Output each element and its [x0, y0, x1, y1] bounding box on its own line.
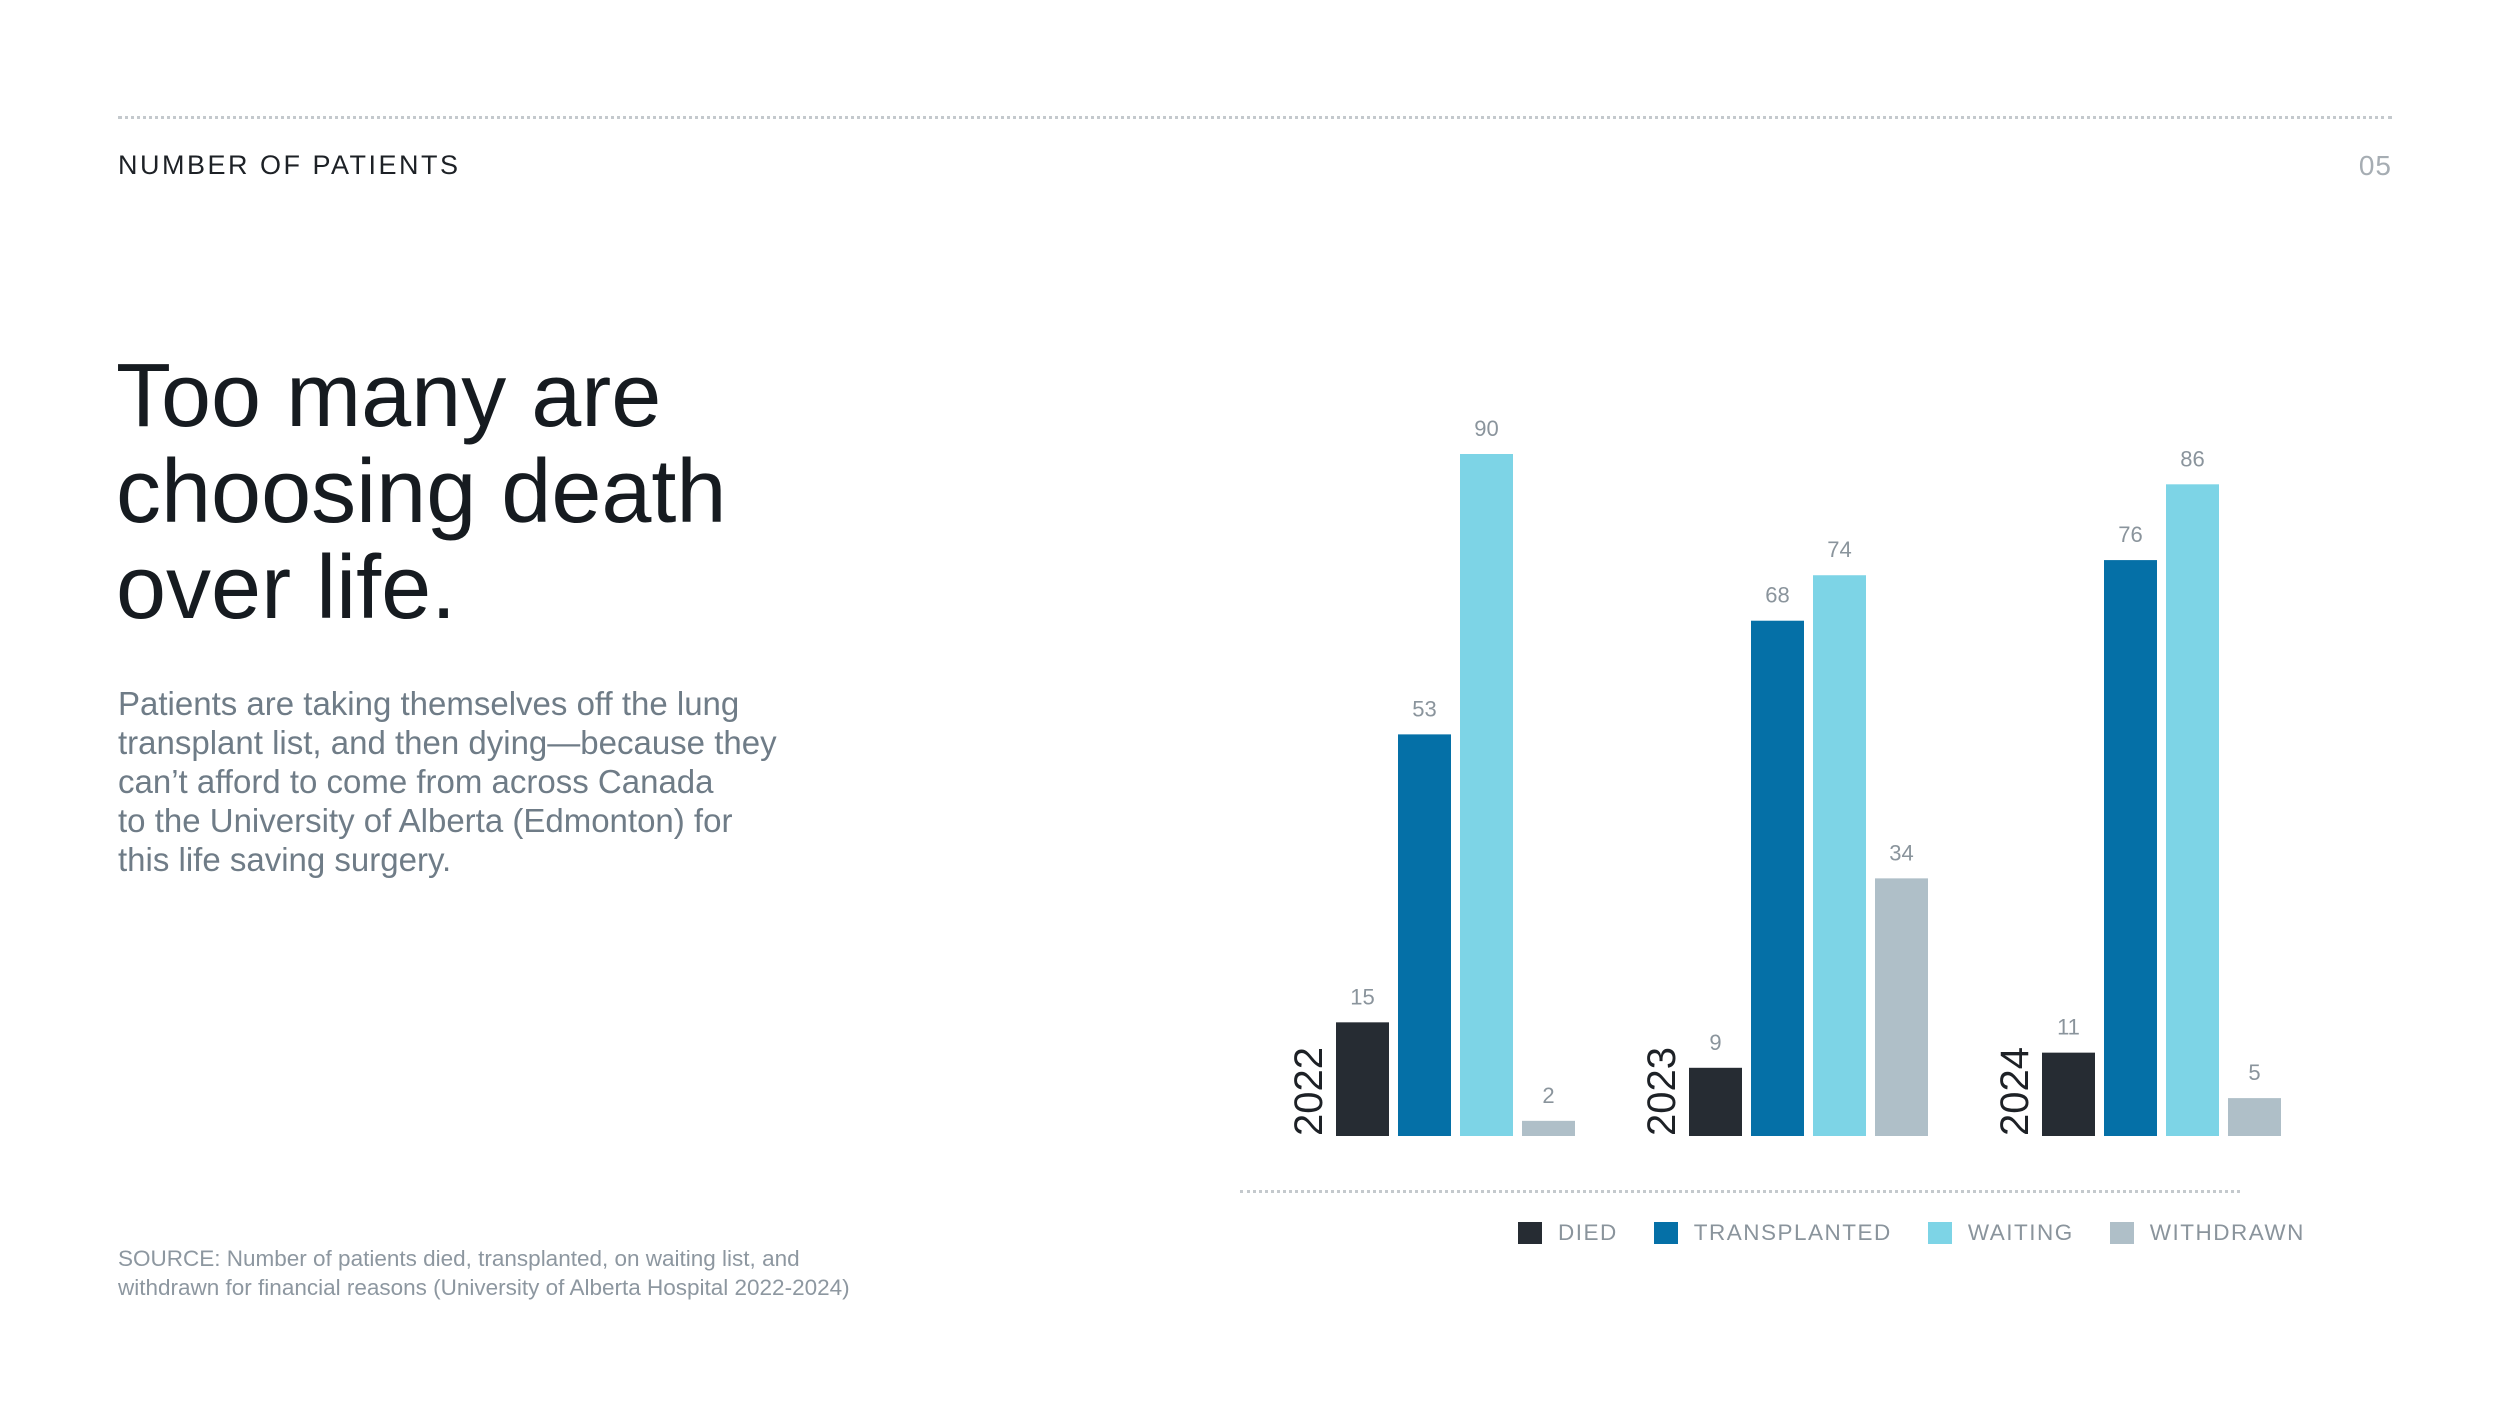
- legend-swatch-died: [1518, 1222, 1542, 1244]
- data-label-waiting-2023: 74: [1827, 537, 1851, 562]
- data-label-withdrawn-2024: 5: [2248, 1060, 2260, 1085]
- data-label-transplanted-2022: 53: [1412, 696, 1436, 721]
- data-label-waiting-2024: 86: [2180, 446, 2204, 471]
- legend-item-transplanted: TRANSPLANTED: [1653, 1220, 1892, 1246]
- data-label-died-2024: 11: [2057, 1015, 2080, 1040]
- legend-label-withdrawn: WITHDRAWN: [2149, 1220, 2305, 1245]
- bar-waiting-2022: [1460, 454, 1513, 1136]
- legend-item-waiting: WAITING: [1927, 1220, 2074, 1246]
- bar-transplanted-2022: [1398, 734, 1451, 1136]
- page-number: 05: [2358, 150, 2392, 181]
- chart-legend: DIED TRANSPLANTED WAITING WITHDRAWN: [1518, 1220, 2305, 1246]
- data-label-died-2022: 15: [1350, 984, 1374, 1009]
- data-label-died-2023: 9: [1709, 1030, 1721, 1055]
- chart-baseline-divider: [1240, 1190, 2240, 1193]
- legend-label-died: DIED: [1558, 1220, 1618, 1245]
- legend-label-transplanted: TRANSPLANTED: [1693, 1220, 1892, 1245]
- year-label-2024: 2024: [1993, 1047, 2037, 1136]
- top-divider: [118, 116, 2392, 119]
- legend-label-waiting: WAITING: [1967, 1220, 2074, 1245]
- data-label-transplanted-2024: 76: [2118, 522, 2142, 547]
- bar-waiting-2023: [1813, 575, 1866, 1136]
- body-text: Patients are taking themselves off the l…: [118, 685, 777, 878]
- bar-died-2022: [1336, 1022, 1389, 1136]
- year-label-2022: 2022: [1287, 1047, 1331, 1136]
- legend-swatch-waiting: [1927, 1222, 1952, 1244]
- bar-transplanted-2023: [1751, 620, 1804, 1136]
- bar-withdrawn-2023: [1875, 878, 1928, 1136]
- data-label-withdrawn-2022: 2: [1542, 1083, 1554, 1108]
- legend-item-withdrawn: WITHDRAWN: [2109, 1220, 2305, 1246]
- bar-died-2024: [2042, 1052, 2095, 1136]
- data-label-transplanted-2023: 68: [1765, 583, 1789, 608]
- bar-withdrawn-2022: [1522, 1120, 1575, 1136]
- data-label-waiting-2022: 90: [1474, 416, 1498, 441]
- year-label-2023: 2023: [1640, 1047, 1684, 1136]
- bar-died-2023: [1689, 1067, 1742, 1136]
- bar-waiting-2024: [2166, 484, 2219, 1136]
- legend-swatch-withdrawn: [2109, 1222, 2134, 1244]
- data-label-withdrawn-2023: 34: [1889, 840, 1913, 865]
- headline: Too many are choosing death over life.: [116, 346, 727, 638]
- section-label: NUMBER OF PATIENTS: [118, 150, 461, 180]
- bar-transplanted-2024: [2104, 560, 2157, 1136]
- legend-item-died: DIED: [1518, 1220, 1618, 1246]
- legend-swatch-transplanted: [1653, 1222, 1678, 1244]
- source-note: SOURCE: Number of patients died, transpl…: [118, 1246, 850, 1300]
- bar-withdrawn-2024: [2228, 1098, 2281, 1136]
